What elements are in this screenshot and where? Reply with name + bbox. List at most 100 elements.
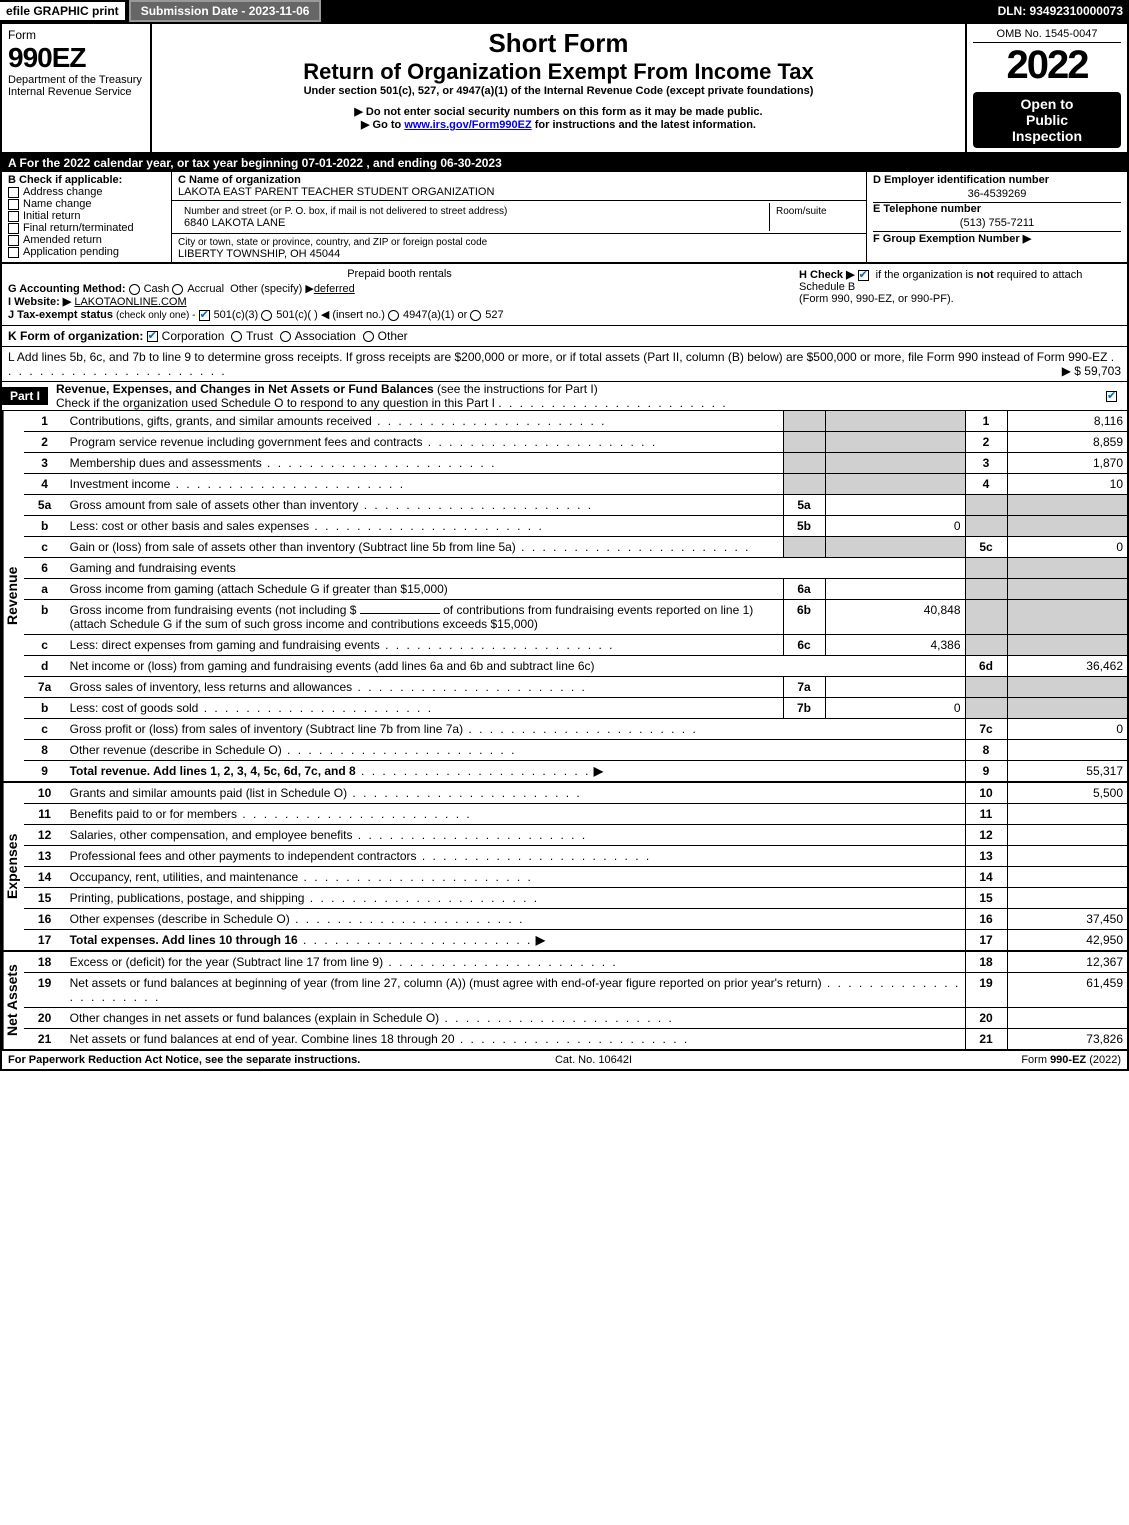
chk-name[interactable]: Name change: [8, 198, 165, 210]
line-20: 20Other changes in net assets or fund ba…: [24, 1008, 1127, 1029]
header-left: Form 990EZ Department of the Treasury In…: [2, 24, 152, 152]
line-10: 10Grants and similar amounts paid (list …: [24, 783, 1127, 804]
footer-mid: Cat. No. 10642I: [555, 1054, 632, 1066]
line-2: 2Program service revenue including gover…: [24, 432, 1127, 453]
org-name: LAKOTA EAST PARENT TEACHER STUDENT ORGAN…: [178, 186, 494, 198]
line-5a: 5aGross amount from sale of assets other…: [24, 495, 1127, 516]
header-mid: Short Form Return of Organization Exempt…: [152, 24, 967, 152]
line-5c: cGain or (loss) from sale of assets othe…: [24, 537, 1127, 558]
side-expenses: Expenses: [2, 783, 24, 950]
line-5b: bLess: cost or other basis and sales exp…: [24, 516, 1127, 537]
line-6a: aGross income from gaming (attach Schedu…: [24, 579, 1127, 600]
k-line: K Form of organization: Corporation Trus…: [2, 326, 1127, 347]
line-6c: cLess: direct expenses from gaming and f…: [24, 635, 1127, 656]
goto-line: ▶ Go to www.irs.gov/Form990EZ for instru…: [158, 118, 959, 131]
omb-number: OMB No. 1545-0047: [973, 28, 1121, 43]
h-not: not: [977, 269, 994, 281]
line-7c: cGross profit or (loss) from sales of in…: [24, 719, 1127, 740]
expenses-section: Expenses 10Grants and similar amounts pa…: [2, 781, 1127, 950]
form-container: Form 990EZ Department of the Treasury In…: [0, 22, 1129, 1071]
radio-trust[interactable]: [231, 331, 242, 342]
city-val: LIBERTY TOWNSHIP, OH 45044: [178, 248, 340, 260]
chk-amended[interactable]: Amended return: [8, 234, 165, 246]
side-revenue: Revenue: [2, 411, 24, 781]
form-number: 990EZ: [8, 42, 144, 74]
part1-see: (see the instructions for Part I): [437, 382, 598, 396]
d-label: D Employer identification number: [873, 174, 1121, 186]
radio-501c[interactable]: [261, 310, 272, 321]
info-block: B Check if applicable: Address change Na…: [2, 172, 1127, 264]
footer-left: For Paperwork Reduction Act Notice, see …: [8, 1054, 360, 1066]
line-6b: bGross income from fundraising events (n…: [24, 600, 1127, 635]
column-c: C Name of organization LAKOTA EAST PAREN…: [172, 172, 867, 262]
radio-accrual[interactable]: [172, 284, 183, 295]
gh-block: Prepaid booth rentals G Accounting Metho…: [2, 264, 1127, 326]
other-specify: deferred: [314, 283, 355, 295]
chk-pending[interactable]: Application pending: [8, 246, 165, 258]
open-line1: Open to: [979, 96, 1115, 112]
irs-link[interactable]: www.irs.gov/Form990EZ: [404, 119, 531, 131]
g-label: G Accounting Method:: [8, 283, 126, 295]
line-14: 14Occupancy, rent, utilities, and mainte…: [24, 867, 1127, 888]
room-label: Room/suite: [776, 206, 827, 217]
page-footer: For Paperwork Reduction Act Notice, see …: [2, 1049, 1127, 1069]
line-19: 19Net assets or fund balances at beginni…: [24, 973, 1127, 1008]
chk-final[interactable]: Final return/terminated: [8, 222, 165, 234]
chk-501c3[interactable]: [199, 310, 210, 321]
open-inspection-box: Open to Public Inspection: [973, 92, 1121, 148]
l-line: L Add lines 5b, 6c, and 7b to line 9 to …: [2, 347, 1127, 382]
g-block: Prepaid booth rentals G Accounting Metho…: [8, 268, 791, 321]
j-line: J Tax-exempt status (check only one) - 5…: [8, 308, 791, 321]
header-right: OMB No. 1545-0047 2022 Open to Public In…: [967, 24, 1127, 152]
return-title: Return of Organization Exempt From Incom…: [158, 59, 959, 85]
revenue-table: 1Contributions, gifts, grants, and simil…: [24, 411, 1127, 781]
line-15: 15Printing, publications, postage, and s…: [24, 888, 1127, 909]
form-header: Form 990EZ Department of the Treasury In…: [2, 24, 1127, 154]
top-bar: efile GRAPHIC print Submission Date - 20…: [0, 0, 1129, 22]
line-6: 6Gaming and fundraising events: [24, 558, 1127, 579]
submission-date: Submission Date - 2023-11-06: [129, 0, 322, 22]
chk-schedb[interactable]: [858, 270, 869, 281]
radio-4947[interactable]: [388, 310, 399, 321]
city-label: City or town, state or province, country…: [178, 237, 487, 248]
chk-address[interactable]: Address change: [8, 186, 165, 198]
j-label: J Tax-exempt status: [8, 309, 113, 321]
dept-treasury: Department of the Treasury: [8, 74, 144, 86]
website-val: LAKOTAONLINE.COM: [74, 296, 186, 308]
line-3: 3Membership dues and assessments31,870: [24, 453, 1127, 474]
city-cell: City or town, state or province, country…: [172, 234, 866, 262]
column-d: D Employer identification number 36-4539…: [867, 172, 1127, 262]
chk-corp[interactable]: [147, 331, 158, 342]
h-mid: if the organization is: [876, 269, 977, 281]
street-val: 6840 LAKOTA LANE: [184, 217, 285, 229]
revenue-section: Revenue 1Contributions, gifts, grants, a…: [2, 411, 1127, 781]
line-1: 1Contributions, gifts, grants, and simil…: [24, 411, 1127, 432]
e-label: E Telephone number: [873, 203, 1121, 215]
line-16: 16Other expenses (describe in Schedule O…: [24, 909, 1127, 930]
radio-other[interactable]: [363, 331, 374, 342]
org-name-cell: C Name of organization LAKOTA EAST PAREN…: [172, 172, 866, 201]
line-12: 12Salaries, other compensation, and empl…: [24, 825, 1127, 846]
line-13: 13Professional fees and other payments t…: [24, 846, 1127, 867]
line-11: 11Benefits paid to or for members11: [24, 804, 1127, 825]
f-label: F Group Exemption Number ▶: [873, 232, 1121, 245]
part1-title: Revenue, Expenses, and Changes in Net As…: [56, 382, 434, 396]
line-4: 4Investment income410: [24, 474, 1127, 495]
part1-check: Check if the organization used Schedule …: [56, 396, 495, 410]
radio-cash[interactable]: [129, 284, 140, 295]
radio-assoc[interactable]: [280, 331, 291, 342]
open-line3: Inspection: [979, 128, 1115, 144]
street-label: Number and street (or P. O. box, if mail…: [184, 206, 507, 217]
line-6d: dNet income or (loss) from gaming and fu…: [24, 656, 1127, 677]
ein-val: 36-4539269: [873, 186, 1121, 203]
chk-schedo[interactable]: [1106, 391, 1117, 402]
radio-527[interactable]: [470, 310, 481, 321]
street-cell: Number and street (or P. O. box, if mail…: [172, 201, 866, 234]
line-18: 18Excess or (deficit) for the year (Subt…: [24, 952, 1127, 973]
footer-right: Form 990-EZ (2022): [1021, 1054, 1121, 1066]
under-section: Under section 501(c), 527, or 4947(a)(1)…: [158, 85, 959, 97]
part1-label: Part I: [2, 387, 48, 405]
open-line2: Public: [979, 112, 1115, 128]
chk-initial[interactable]: Initial return: [8, 210, 165, 222]
efile-label: efile GRAPHIC print: [0, 2, 125, 20]
